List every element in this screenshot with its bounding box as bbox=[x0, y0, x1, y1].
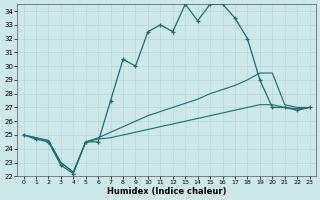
X-axis label: Humidex (Indice chaleur): Humidex (Indice chaleur) bbox=[107, 187, 226, 196]
